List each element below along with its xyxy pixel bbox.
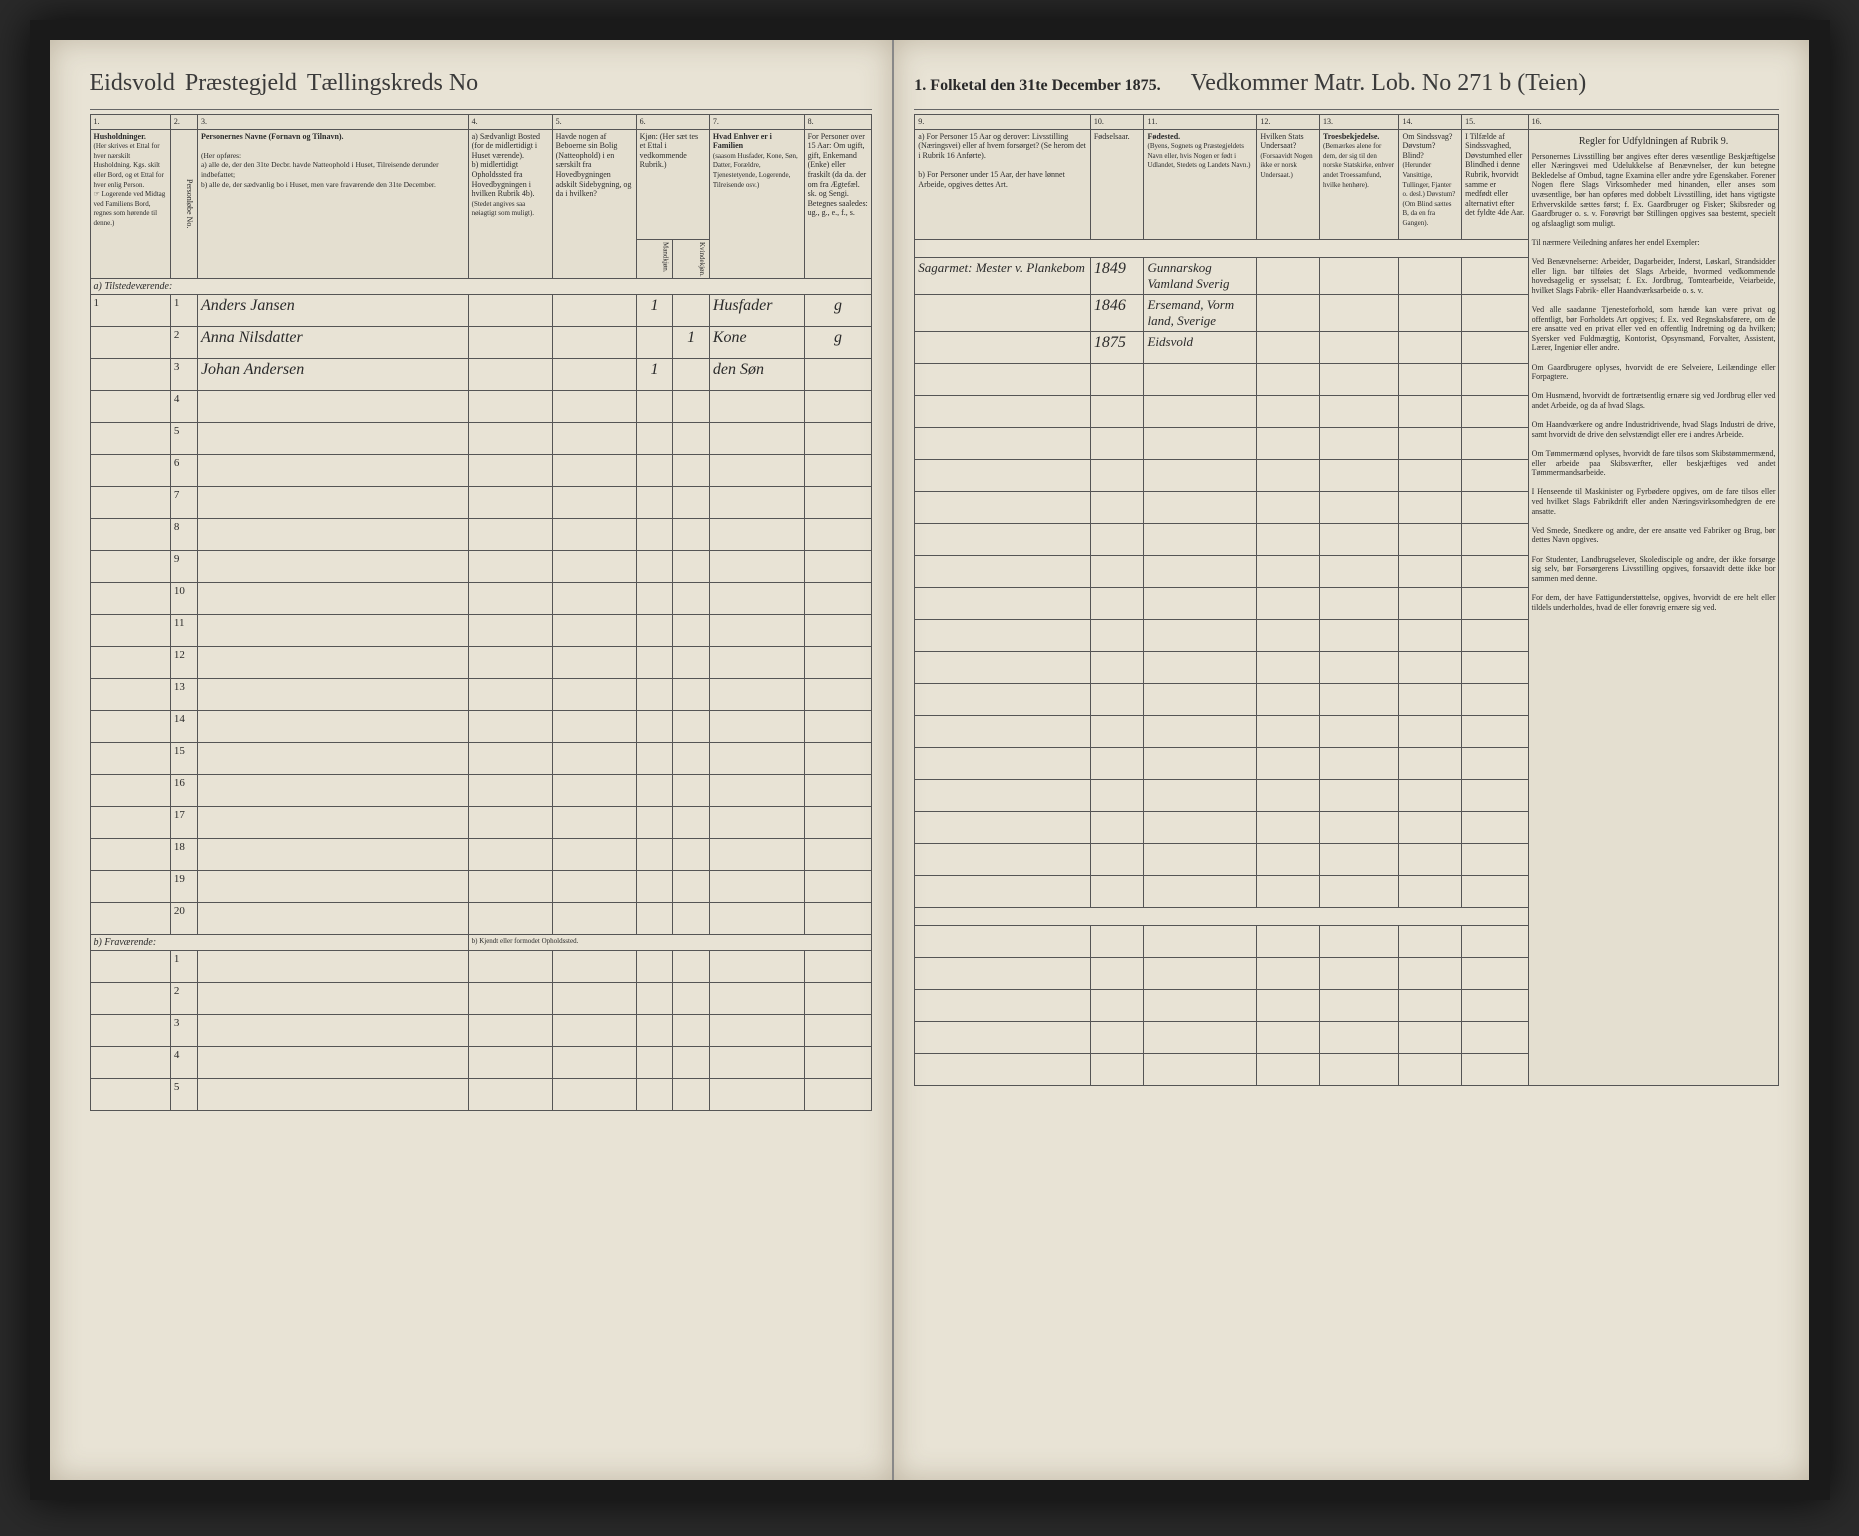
col9-header: a) For Personer 15 Aar og derover: Livss… <box>915 129 1091 239</box>
census-title: 1. Folketal den 31te December 1875. <box>914 77 1160 95</box>
colnum: 10. <box>1090 115 1144 130</box>
col1-header: Husholdninger. (Her skrives et Ettal for… <box>90 129 170 279</box>
colnum: 11. <box>1144 115 1257 130</box>
colnum: 7. <box>709 115 804 130</box>
col13-header: Troesbekjedelse. (Bemærkes alene for dem… <box>1320 129 1399 239</box>
colnum: 14. <box>1399 115 1462 130</box>
district-label: Præstegjeld <box>185 70 297 97</box>
colnum: 12. <box>1257 115 1320 130</box>
colnum: 13. <box>1320 115 1399 130</box>
colnum: 4. <box>468 115 552 130</box>
col16-rules: Regler for Udfyldningen af Rubrik 9. Per… <box>1528 129 1779 1085</box>
section-b: b) Fraværende: <box>90 935 468 951</box>
colnum: 6. <box>636 115 709 130</box>
section-a: a) Tilstedeværende: <box>90 279 872 295</box>
table-row: 1 1 Anders Jansen 1 Husfader g <box>90 295 872 327</box>
col11-header: Fødested. (Byens, Sognets og Præstegjeld… <box>1144 129 1257 239</box>
col15-header: I Tilfælde af Sindssvaghed, Døvstumhed e… <box>1462 129 1528 239</box>
col12-header: Hvilken Stats Undersaat? (Forsaavidt Nog… <box>1257 129 1320 239</box>
header-right: 1. Folketal den 31te December 1875. Vedk… <box>914 70 1779 110</box>
person-name: Anna Nilsdatter <box>197 327 468 359</box>
col6b-header: Kvindekjøn. <box>673 239 710 279</box>
col7-header: Hvad Enhver er i Familien (saasom Husfad… <box>709 129 804 279</box>
census-book: Eidsvold Præstegjeld Tællingskreds No 1.… <box>30 20 1830 1500</box>
col4b-label: b) Kjendt eller formodet Opholdssted. <box>468 935 872 951</box>
colnum: 15. <box>1462 115 1528 130</box>
colnum: 1. <box>90 115 170 130</box>
header-left: Eidsvold Præstegjeld Tællingskreds No <box>90 70 873 110</box>
col3-header: Personernes Navne (Fornavn og Tilnavn). … <box>197 129 468 279</box>
table-row: 3 Johan Andersen 1 den Søn <box>90 359 872 391</box>
tellings-label: Tællingskreds No <box>307 70 478 97</box>
col6-header: Kjøn: (Her sæt tes et Ettal i vedkommend… <box>636 129 709 239</box>
col4-header: a) Sædvanligt Bosted (for de midlertidig… <box>468 129 552 279</box>
colnum: 2. <box>170 115 197 130</box>
col10-header: Fødselsaar. <box>1090 129 1144 239</box>
person-name: Johan Andersen <box>197 359 468 391</box>
col2-header: Personløbe No. <box>170 129 197 279</box>
census-table-left: 1. 2. 3. 4. 5. 6. 7. 8. Husholdninger. (… <box>90 114 873 1111</box>
property-ref: Vedkommer Matr. Lob. No 271 b (Teien) <box>1191 70 1587 97</box>
col5-header: Havde nogen af Beboerne sin Bolig (Natte… <box>552 129 636 279</box>
district-name: Eidsvold <box>90 70 175 97</box>
colnum: 3. <box>197 115 468 130</box>
col8-header: For Personer over 15 Aar: Om ugift, gift… <box>804 129 872 279</box>
page-left: Eidsvold Præstegjeld Tællingskreds No 1.… <box>50 40 895 1480</box>
table-row: 2 Anna Nilsdatter 1 Kone g <box>90 327 872 359</box>
census-table-right: 9. 10. 11. 12. 13. 14. 15. 16. a) For Pe… <box>914 114 1779 1086</box>
page-right: 1. Folketal den 31te December 1875. Vedk… <box>894 40 1809 1480</box>
colnum: 9. <box>915 115 1091 130</box>
col6a-header: Mandkjøn. <box>636 239 673 279</box>
colnum: 8. <box>804 115 872 130</box>
col14-header: Om Sindssvag? Døvstum? Blind? (Herunder … <box>1399 129 1462 239</box>
colnum: 5. <box>552 115 636 130</box>
person-name: Anders Jansen <box>197 295 468 327</box>
colnum: 16. <box>1528 115 1779 130</box>
